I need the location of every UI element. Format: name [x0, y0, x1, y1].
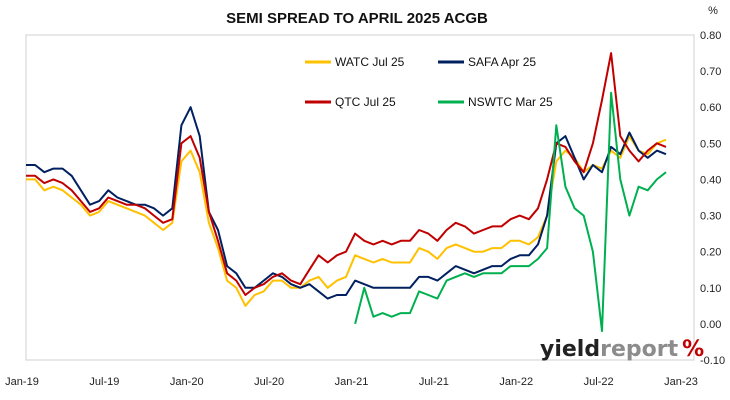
svg-text:yieldreport%: yieldreport% — [540, 337, 704, 362]
chart-title: SEMI SPREAD TO APRIL 2025 ACGB — [226, 10, 488, 27]
legend-nswtc-mar-25-label: NSWTC Mar 25 — [468, 95, 553, 109]
x-tick-label: Jul-20 — [254, 376, 284, 388]
x-tick-label: Jul-21 — [419, 376, 449, 388]
y-tick-label: 0.60 — [700, 102, 721, 114]
x-tick-label: Jul-19 — [89, 376, 119, 388]
y-axis: -0.10 0.00 0.10 0.20 0.30 0.40 0.50 0.60 0.70 0.8… — [700, 30, 725, 367]
y-tick-label: 0.50 — [700, 138, 721, 150]
logo-percent-symbol: % — [682, 337, 704, 362]
logo-word-report: report — [600, 337, 678, 362]
y-tick-label: 0.10 — [700, 283, 721, 295]
x-axis: Jan-19 Jul-19 Jan-20 Jul-20 Jan-21 Jul-21 Jan-… — [5, 376, 698, 388]
legend-safa-apr-25-label: SAFA Apr 25 — [468, 55, 536, 69]
series-line-nswtc-mar-25 — [354, 91, 667, 333]
x-tick-label: Jan-23 — [664, 376, 698, 388]
series-line-watc-jul-25 — [26, 135, 667, 307]
y-tick-label: 0.70 — [700, 66, 721, 78]
x-tick-label: Jan-20 — [170, 376, 204, 388]
logo-word-yield: yield — [540, 337, 600, 362]
x-tick-label: Jan-19 — [5, 376, 39, 388]
x-tick-label: Jan-22 — [499, 376, 533, 388]
legend: WATC Jul 25 SAFA Apr 25 QTC Jul 25 NSWTC Ma… — [305, 55, 553, 109]
y-tick-label: 0.40 — [700, 174, 721, 186]
series-line-qtc-jul-25 — [26, 52, 667, 296]
x-tick-label: Jul-22 — [584, 376, 614, 388]
y-tick-label: 0.00 — [700, 319, 721, 331]
legend-watc-jul-25-label: WATC Jul 25 — [335, 55, 405, 69]
x-tick-label: Jan-21 — [335, 376, 369, 388]
yieldreport-logo: yieldreport% — [540, 337, 704, 362]
legend-qtc-jul-25-label: QTC Jul 25 — [335, 95, 396, 109]
series-layer — [26, 52, 667, 333]
y-axis-unit: % — [708, 5, 718, 17]
y-tick-label: 0.80 — [700, 30, 721, 42]
y-tick-label: -0.10 — [700, 355, 725, 367]
y-tick-label: 0.20 — [700, 247, 721, 259]
y-tick-label: 0.30 — [700, 211, 721, 223]
plot-area-border — [25, 34, 695, 361]
